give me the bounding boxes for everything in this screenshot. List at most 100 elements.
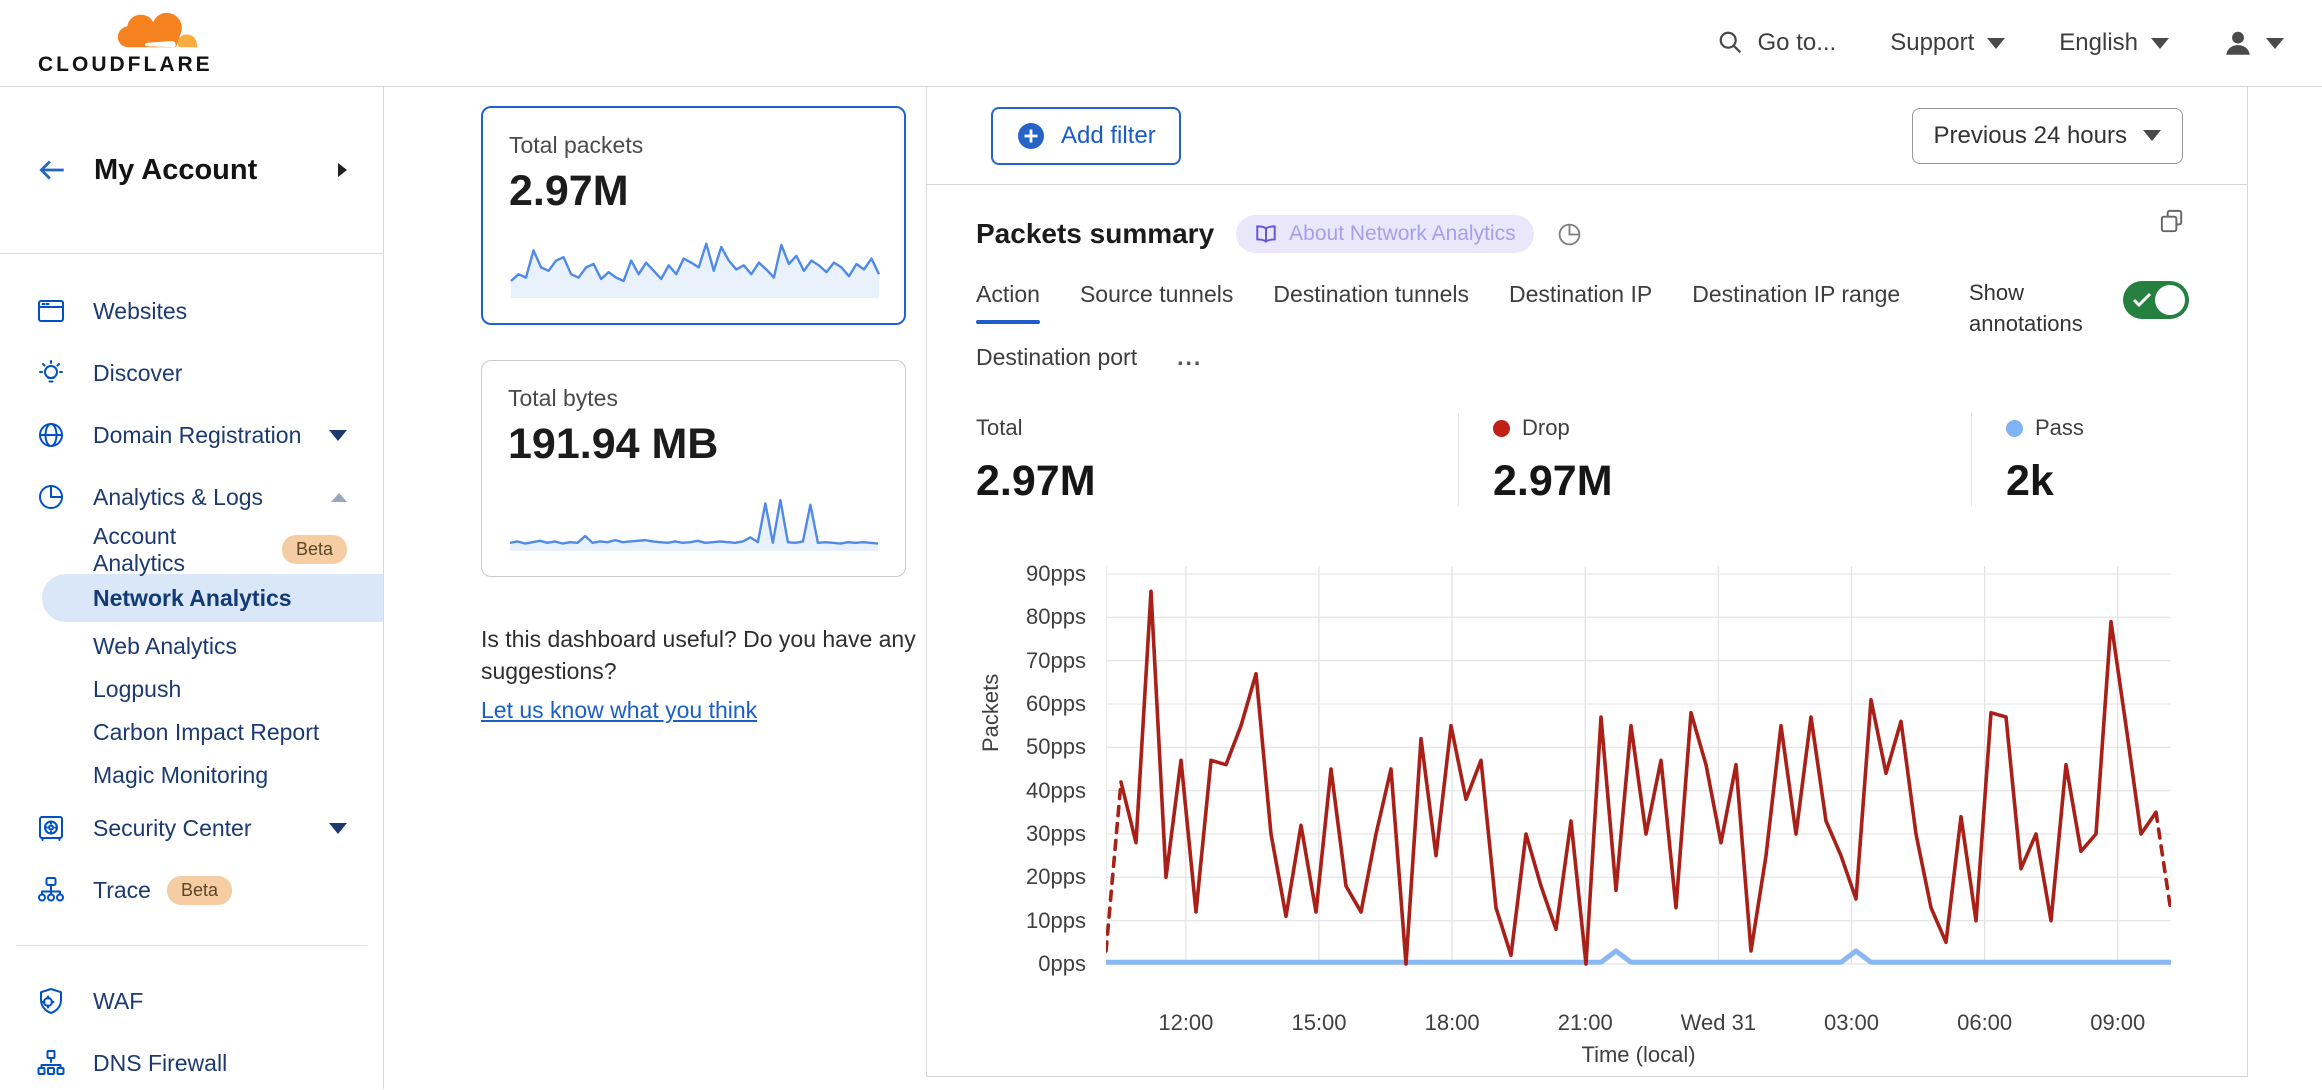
metric-value: 2.97M [509,167,629,215]
sidebar-item-logpush[interactable]: Logpush [0,668,383,711]
tab-destination-tunnels[interactable]: Destination tunnels [1273,281,1469,307]
check-icon [2132,292,2152,308]
feedback-link[interactable]: Let us know what you think [481,697,758,723]
panel-title: Packets summary [976,218,1215,249]
account-menu[interactable] [2223,28,2284,58]
stat-label-text: Drop [1522,415,1570,440]
sidebar-item-label: Network Analytics [93,584,292,611]
ytick-label: 10pps [1026,907,1086,933]
stat-value: 2k [2006,457,2054,505]
total-packets-card[interactable]: Total packets 2.97M [481,106,906,325]
stat-value: 2.97M [976,457,1096,505]
show-annotations-toggle[interactable] [2123,281,2189,319]
sidebar-item-dns-firewall[interactable]: DNS Firewall [0,1032,383,1089]
beta-badge: Beta [166,875,232,905]
sidebar-item-analytics-logs[interactable]: Analytics & Logs [0,466,383,528]
tab-source-tunnels[interactable]: Source tunnels [1079,281,1234,307]
cloudflare-logo[interactable]: CLOUDFLARE [38,10,228,77]
chevron-up-icon[interactable] [331,492,347,502]
add-filter-button[interactable]: Add filter [991,106,1181,165]
sidebar-item-trace[interactable]: Trace Beta [0,859,383,921]
ytick-label: 50pps [1026,734,1086,760]
sidebar-item-domain-registration[interactable]: Domain Registration [0,404,383,466]
tab-destination-ip[interactable]: Destination IP [1509,281,1653,307]
back-arrow-icon[interactable] [36,154,68,186]
sidebar-item-label: Websites [93,297,188,324]
support-menu[interactable]: Support [1890,29,2006,57]
tab-destination-ip-range[interactable]: Destination IP range [1692,281,1901,307]
right-spacer [2248,87,2322,1089]
tab-action[interactable]: Action [976,281,1040,324]
sidebar-item-web-analytics[interactable]: Web Analytics [0,625,383,668]
stats-row: Total 2.97M Drop 2.97M Pass 2k [976,413,2247,506]
ytick-label: 60pps [1026,691,1086,716]
sidebar-item-label: DNS Firewall [93,1049,228,1076]
total-bytes-card[interactable]: Total bytes 191.94 MB [481,360,906,577]
sidebar-item-label: Logpush [93,676,182,702]
tab-destination-port[interactable]: Destination port [976,344,1138,370]
xlabels: 12:00 15:00 18:00 21:00 Wed 31 03:00 06:00 09:0… [1106,1002,2171,1038]
time-range-label: Previous 24 hours [1933,121,2127,149]
sidebar-item-waf[interactable]: WAF [0,970,383,1032]
time-range-dropdown[interactable]: Previous 24 hours [1911,107,2183,164]
ytick-label: 20pps [1026,864,1086,890]
metric-label: Total packets [509,132,644,158]
sidebar-item-carbon-impact-report[interactable]: Carbon Impact Report [0,711,383,754]
cloudflare-cloud-icon [117,12,198,47]
more-tabs-button[interactable]: ... [1177,344,1203,370]
ytick-label: 30pps [1026,821,1086,846]
dimension-tabs: Action Source tunnels Destination tunnels D… [976,281,2066,371]
pie-chart-icon[interactable] [1556,221,1583,248]
packets-chart: Packets 90pps 80pps 70pps 60pps 50pps 40pps 30… [976,552,2247,1068]
xtick-label: 12:00 [1158,1010,1214,1035]
about-network-analytics-badge[interactable]: About Network Analytics [1236,215,1534,253]
xtick-label: 21:00 [1557,1010,1613,1035]
stat-label: Pass [2006,415,2247,441]
bytes-sparkline-chart [509,498,879,551]
sidebar-item-account-analytics[interactable]: Account Analytics Beta [0,523,383,576]
pass-legend-dot [2006,419,2023,437]
stat-total: Total 2.97M [976,413,1458,506]
lightbulb-icon [36,358,66,388]
sidebar-item-network-analytics[interactable]: Network Analytics [42,574,383,622]
chevron-down-icon[interactable] [329,429,347,441]
sidebar-item-label: Discover [93,359,183,386]
show-annotations-label: Show annotations [1969,280,2083,336]
top-bar: CLOUDFLARE Go to... Support English [0,0,2322,87]
toggle-knob [2155,285,2185,315]
sidebar: My Account Websites Discover Domain Regist… [0,87,384,1089]
sidebar-item-label: Security Center [93,814,252,841]
user-icon [2226,31,2250,55]
xtick-label: 18:00 [1424,1010,1480,1035]
sidebar-item-label: Magic Monitoring [93,762,269,788]
vault-icon [36,813,66,843]
stat-label-text: Pass [2035,415,2084,440]
chevron-down-icon [1987,37,2006,49]
shield-gear-icon [36,986,66,1016]
ytick-label: 70pps [1026,647,1086,673]
goto-search[interactable]: Go to... [1717,29,1836,57]
chevron-down-icon [2266,37,2284,49]
sidebar-divider [16,945,367,946]
sidebar-item-websites[interactable]: Websites [0,280,383,342]
hierarchy-icon [36,1048,66,1078]
chevron-down-icon [2143,130,2161,141]
ytick-label: 40pps [1026,777,1086,803]
sidebar-item-label: Carbon Impact Report [93,719,320,745]
sidebar-item-magic-monitoring[interactable]: Magic Monitoring [0,754,383,797]
language-menu[interactable]: English [2059,29,2169,57]
beta-badge: Beta [281,535,347,564]
main-panel: Add filter Previous 24 hours Packets sum… [926,87,2248,1077]
xtick-label: 03:00 [1823,1010,1880,1035]
chevron-down-icon[interactable] [329,822,347,834]
sidebar-item-label: Analytics & Logs [93,483,264,510]
filter-bar: Add filter Previous 24 hours [927,87,2247,185]
duplicate-panel-icon[interactable] [2158,207,2187,236]
sidebar-item-discover[interactable]: Discover [0,342,383,404]
summary-column: Total packets 2.97M Total bytes 191.94 M… [384,87,926,1089]
browser-icon [36,296,66,326]
chevron-right-icon[interactable] [338,163,347,177]
chevron-down-icon [2151,37,2169,49]
sidebar-account-header[interactable]: My Account [0,87,383,254]
sidebar-item-security-center[interactable]: Security Center [0,797,383,859]
